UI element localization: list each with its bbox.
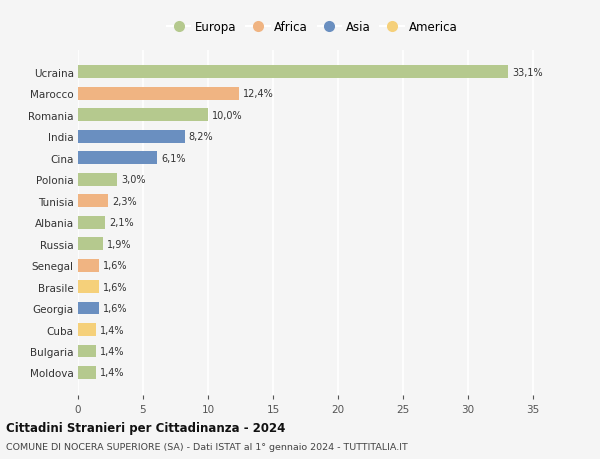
Text: 12,4%: 12,4% — [243, 89, 274, 99]
Bar — [78, 366, 96, 379]
Bar — [78, 174, 117, 186]
Text: 8,2%: 8,2% — [188, 132, 213, 142]
Legend: Europa, Africa, Asia, America: Europa, Africa, Asia, America — [164, 18, 460, 36]
Text: 10,0%: 10,0% — [212, 111, 242, 120]
Bar — [78, 109, 208, 122]
Bar — [78, 66, 508, 79]
Bar — [78, 216, 106, 229]
Text: 2,3%: 2,3% — [112, 196, 136, 206]
Text: COMUNE DI NOCERA SUPERIORE (SA) - Dati ISTAT al 1° gennaio 2024 - TUTTITALIA.IT: COMUNE DI NOCERA SUPERIORE (SA) - Dati I… — [6, 442, 408, 451]
Bar — [78, 195, 108, 207]
Text: 3,0%: 3,0% — [121, 175, 145, 185]
Bar — [78, 280, 99, 293]
Text: 1,6%: 1,6% — [103, 261, 127, 270]
Bar — [78, 323, 96, 336]
Text: 1,6%: 1,6% — [103, 282, 127, 292]
Text: 2,1%: 2,1% — [109, 218, 134, 228]
Bar — [78, 152, 157, 165]
Text: 33,1%: 33,1% — [512, 67, 543, 78]
Text: Cittadini Stranieri per Cittadinanza - 2024: Cittadini Stranieri per Cittadinanza - 2… — [6, 421, 286, 434]
Bar — [78, 302, 99, 315]
Text: 1,4%: 1,4% — [100, 368, 125, 378]
Bar — [78, 259, 99, 272]
Text: 1,4%: 1,4% — [100, 325, 125, 335]
Text: 6,1%: 6,1% — [161, 153, 186, 163]
Text: 1,6%: 1,6% — [103, 303, 127, 313]
Bar — [78, 345, 96, 358]
Text: 1,9%: 1,9% — [107, 239, 131, 249]
Bar — [78, 130, 185, 143]
Bar — [78, 238, 103, 251]
Bar — [78, 88, 239, 101]
Text: 1,4%: 1,4% — [100, 346, 125, 356]
